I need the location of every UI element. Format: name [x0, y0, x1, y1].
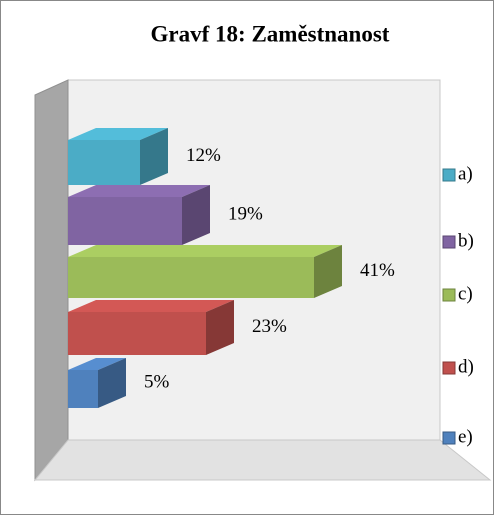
legend-swatch [442, 431, 456, 445]
legend-label: e) [458, 426, 473, 447]
bar-top [68, 185, 210, 197]
value-label: 12% [186, 145, 221, 166]
bar-side [98, 358, 126, 408]
bar [68, 245, 342, 298]
value-label: 23% [252, 316, 287, 337]
bar-front [68, 197, 182, 245]
bar-front [68, 257, 314, 298]
floor [33, 439, 492, 481]
bar-front [68, 370, 98, 408]
bar-side [314, 245, 342, 298]
bar-top [68, 300, 234, 312]
bar-side [140, 128, 168, 185]
bar-side [182, 185, 210, 245]
legend-label: d) [458, 356, 474, 377]
legend-label: b) [458, 230, 474, 251]
legend-swatch [442, 235, 456, 249]
legend-swatch [442, 288, 456, 302]
bar-top [68, 245, 342, 257]
legend-label: a) [458, 163, 473, 184]
bar-top [68, 128, 168, 140]
value-label: 41% [360, 260, 395, 281]
legend-label: c) [458, 283, 473, 304]
bar-top [68, 358, 126, 370]
bar [68, 300, 234, 355]
bar-front [68, 140, 140, 185]
chart-title: Gravf 18: Zaměstnanost [151, 21, 390, 46]
value-label: 5% [144, 371, 170, 392]
side-wall [34, 79, 69, 482]
bar [68, 128, 168, 185]
bar-side [206, 300, 234, 355]
legend-swatch [442, 168, 456, 182]
bar-front [68, 312, 206, 355]
value-label: 19% [228, 203, 263, 224]
legend-swatch [442, 361, 456, 375]
bar [68, 358, 126, 408]
bar [68, 185, 210, 245]
